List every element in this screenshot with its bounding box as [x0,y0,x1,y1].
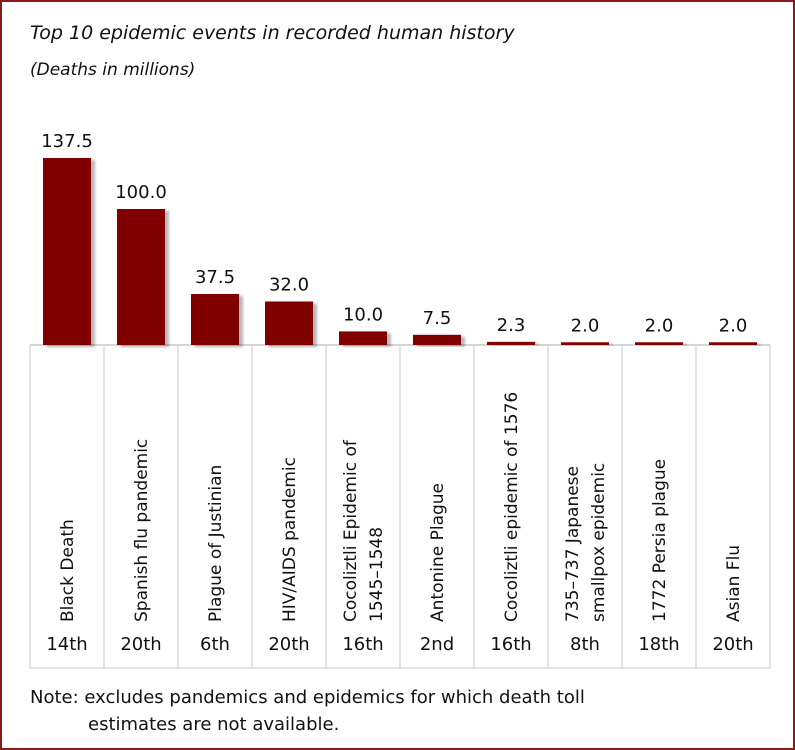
category-label-line: smallpox epidemic [589,463,609,622]
data-label: 7.5 [423,308,452,329]
data-label: 137.5 [41,131,93,152]
category-label-line: Spanish flu pandemic [132,439,152,622]
century-label: 8th [570,634,600,655]
category-label: 735–737 Japanese smallpox epidemic [563,463,609,622]
category-label: HIV/AIDS pandemic [280,457,300,622]
footnote-line-1: Note: excludes pandemics and epidemics f… [30,687,585,708]
data-label: 2.3 [497,315,526,336]
bar [709,342,757,345]
category-label-line: Black Death [58,519,78,622]
category-label: Asian Flu [724,545,744,622]
chart-subtitle: (Deaths in millions) [30,60,196,80]
category-label-line: Asian Flu [724,545,744,622]
category-label-line: HIV/AIDS pandemic [280,457,300,622]
category-label-line: 1545–1548 [367,527,387,622]
category-label: Antonine Plague [428,483,448,622]
data-label: 100.0 [115,182,167,203]
data-label: 37.5 [195,267,235,288]
category-label-line: Antonine Plague [428,483,448,622]
category-label-line: Cocoliztli epidemic of 1576 [502,392,522,622]
category-label: Black Death [58,519,78,622]
bar [413,334,461,345]
bar [43,158,91,345]
data-label: 2.0 [645,315,674,336]
bar [487,341,535,345]
century-label: 20th [268,634,309,655]
category-label-line: 735–737 Japanese [563,466,583,622]
category-label: Plague of Justinian [206,465,226,622]
category-label: Cocoliztli epidemic of 1576 [502,392,522,622]
bar [561,342,609,345]
bar [635,342,683,345]
data-label: 2.0 [571,315,600,336]
data-label: 32.0 [269,274,309,295]
century-label: 18th [638,634,679,655]
century-label: 16th [490,634,531,655]
century-label: 20th [120,634,161,655]
century-label: 16th [342,634,383,655]
category-label-line: 1772 Persia plague [650,459,670,622]
category-label: 1772 Persia plague [650,459,670,622]
century-label: 2nd [420,634,454,655]
century-label: 14th [46,634,87,655]
bar [339,331,387,345]
data-label: 2.0 [719,315,748,336]
category-label-line: Plague of Justinian [206,465,226,622]
category-label: Spanish flu pandemic [132,439,152,622]
bar [191,294,239,345]
footnote-line-2: estimates are not available. [88,714,340,735]
category-label: Cocoliztli Epidemic of 1545–1548 [341,439,387,622]
category-label-line: Cocoliztli Epidemic of [341,439,361,622]
century-label: 20th [712,634,753,655]
data-label: 10.0 [343,304,383,325]
bar [117,209,165,345]
bar [265,301,313,345]
chart-title: Top 10 epidemic events in recorded human… [30,22,515,44]
footnote: Note: excludes pandemics and epidemics f… [30,684,750,738]
century-label: 6th [200,634,230,655]
